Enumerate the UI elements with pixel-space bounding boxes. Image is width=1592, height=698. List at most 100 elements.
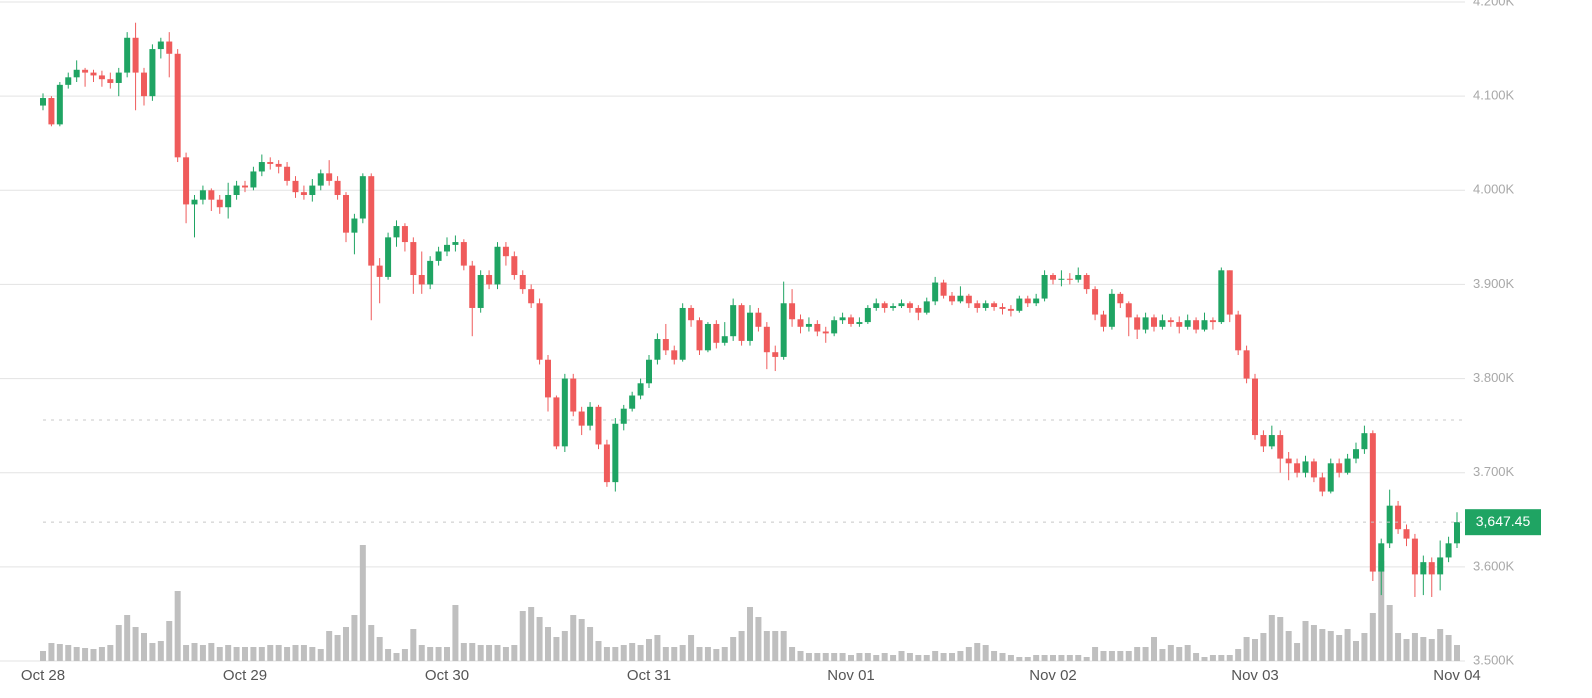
- candle-body: [747, 312, 753, 341]
- volume-bar: [149, 643, 156, 661]
- volume-bar: [418, 645, 425, 661]
- volume-bar: [460, 643, 467, 661]
- volume-bar: [1066, 655, 1073, 661]
- candle-body: [48, 98, 55, 125]
- volume-bar: [199, 645, 206, 661]
- volume-bar: [629, 643, 636, 661]
- candle-body: [1108, 293, 1115, 327]
- candle-body: [1294, 463, 1301, 473]
- candle-body: [1268, 435, 1275, 447]
- candle-body: [351, 218, 358, 233]
- volume-bar: [1142, 647, 1149, 661]
- candle-body: [873, 303, 880, 308]
- volume-bar: [1134, 647, 1141, 661]
- volume-bar: [738, 631, 745, 661]
- volume-bar: [90, 649, 97, 661]
- candle-body: [410, 242, 417, 276]
- volume-bar: [191, 643, 198, 661]
- volume-bar: [873, 655, 880, 661]
- volume-bar: [368, 625, 375, 661]
- volume-bar: [486, 645, 493, 661]
- volume-bar: [1336, 635, 1343, 661]
- candle-body: [1075, 275, 1082, 280]
- volume-bar: [1302, 621, 1309, 661]
- volume-bar: [696, 647, 703, 661]
- volume-bar: [797, 651, 804, 661]
- volume-bar: [1075, 655, 1082, 661]
- volume-bar: [1285, 631, 1292, 661]
- volume-bar: [1050, 655, 1056, 661]
- candle-body: [368, 176, 375, 266]
- volume-bar: [65, 645, 72, 661]
- volume-bar: [1294, 643, 1301, 661]
- y-tick-label: 3.500K: [1473, 652, 1515, 667]
- volume-bar: [166, 621, 173, 661]
- candle-body: [359, 176, 366, 219]
- candle-body: [225, 194, 232, 208]
- volume-bar: [141, 633, 147, 661]
- candle-body: [1151, 317, 1157, 327]
- candle-body: [915, 307, 922, 313]
- volume-bar: [115, 625, 122, 661]
- volume-bar: [1445, 635, 1452, 661]
- volume-bar: [932, 651, 939, 661]
- volume-bar: [1193, 653, 1200, 661]
- candle-body: [890, 306, 897, 308]
- y-tick-label: 4.200K: [1473, 0, 1515, 8]
- candle-body: [191, 199, 198, 205]
- volume-bar: [502, 647, 509, 661]
- candle-body: [1117, 293, 1124, 304]
- volume-bar: [1260, 633, 1267, 661]
- volume-bar: [1310, 625, 1317, 661]
- volume-bar: [730, 637, 737, 661]
- volume-bar: [1386, 605, 1393, 661]
- volume-bar: [637, 645, 644, 661]
- volume-bar: [225, 645, 232, 661]
- candle-body: [1016, 298, 1023, 311]
- volume-bar: [393, 653, 400, 661]
- volume-bar: [1277, 617, 1284, 661]
- candle-body: [629, 395, 636, 409]
- volume-bar: [1007, 655, 1014, 661]
- candle-body: [755, 312, 762, 327]
- candle-body: [1066, 278, 1073, 280]
- volume-bar: [1268, 615, 1275, 661]
- candle-body: [149, 49, 156, 97]
- volume-bar: [385, 649, 392, 661]
- volume-bar: [772, 631, 779, 661]
- volume-bar: [898, 651, 905, 661]
- volume-bar: [595, 641, 602, 661]
- candle-body: [477, 275, 484, 308]
- volume-bar: [1235, 649, 1242, 661]
- volume-bar: [469, 643, 476, 661]
- volume-bar: [1058, 655, 1065, 661]
- volume-bar: [848, 655, 854, 661]
- candle-body: [1092, 289, 1099, 315]
- volume-bar: [822, 653, 829, 661]
- volume-bar: [1083, 657, 1090, 661]
- volume-bar: [1411, 633, 1418, 661]
- candle-body: [982, 303, 989, 308]
- volume-bar: [679, 645, 686, 661]
- candle-body: [957, 295, 964, 302]
- volume-bar: [401, 649, 408, 661]
- candle-body: [334, 180, 341, 195]
- volume-bar: [1108, 651, 1115, 661]
- volume-bar: [646, 639, 652, 661]
- candle-body: [1142, 317, 1149, 330]
- volume-bar: [1151, 637, 1157, 661]
- candle-body: [1083, 275, 1090, 290]
- candle-body: [848, 317, 854, 324]
- volume-bar: [208, 643, 215, 661]
- candle-body: [1252, 378, 1258, 436]
- volume-bar: [174, 591, 181, 661]
- volume-bar: [662, 647, 669, 661]
- candle-body: [940, 282, 947, 296]
- candle-body: [1277, 435, 1284, 459]
- candle-body: [98, 75, 105, 80]
- candle-body: [494, 246, 501, 285]
- y-tick-label: 3.700K: [1473, 464, 1515, 479]
- candle-body: [1420, 562, 1427, 575]
- candle-body: [292, 180, 299, 193]
